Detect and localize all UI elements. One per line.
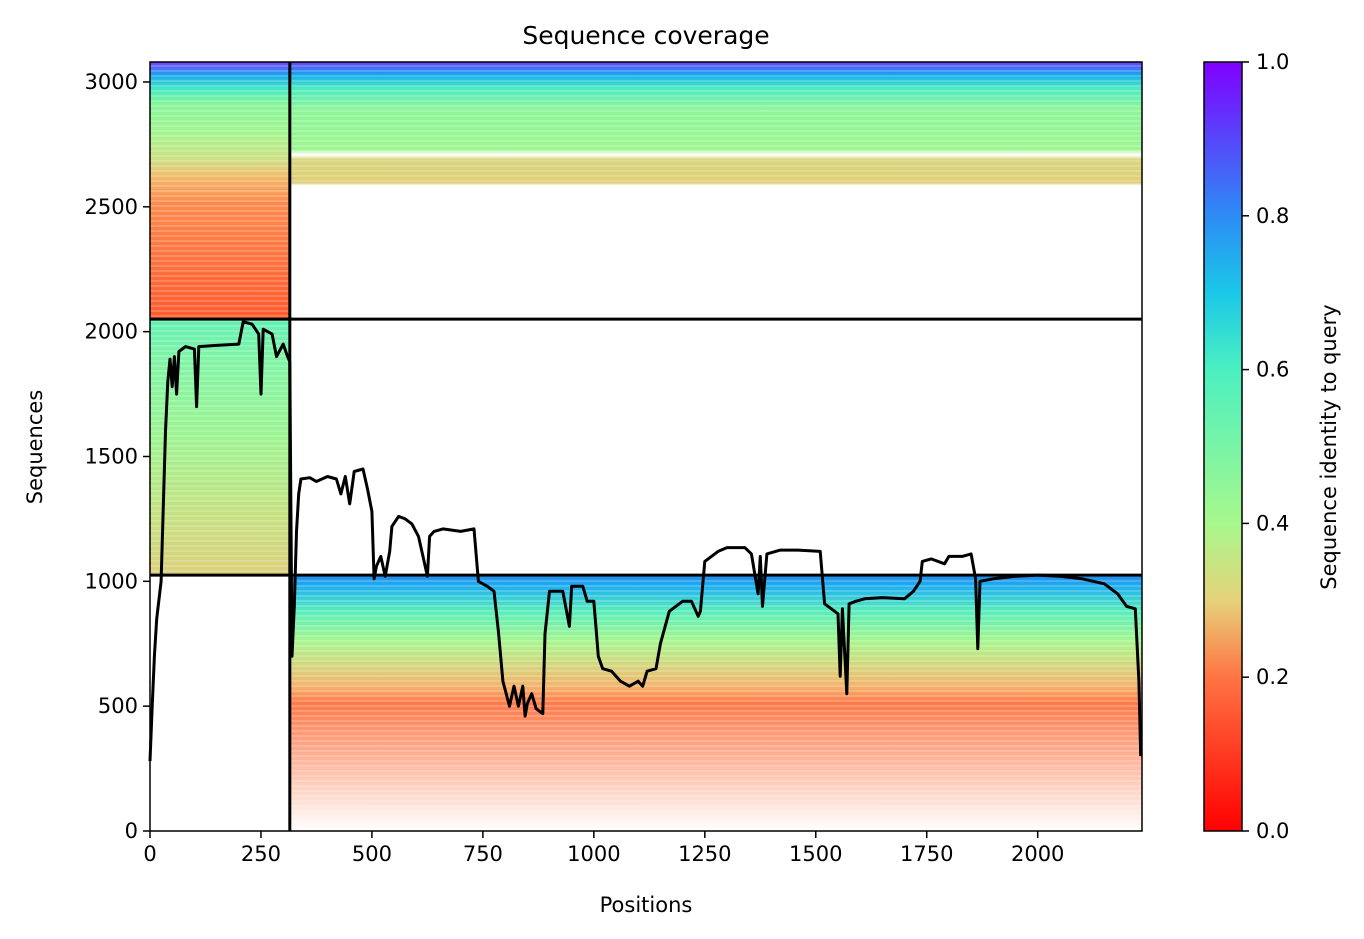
colorbar-gradient xyxy=(1203,61,1243,832)
colorbar-tick-label: 0.0 xyxy=(1256,819,1289,843)
colorbar-tick-label: 0.6 xyxy=(1256,358,1289,382)
y-tick-label: 500 xyxy=(98,694,138,718)
coverage-line xyxy=(148,320,1143,762)
y-tick-label: 1000 xyxy=(85,569,138,593)
colorbar: 0.0 0.2 0.4 0.6 0.8 1.0 Sequence identity to … xyxy=(1203,50,1341,843)
x-tick-label: 1500 xyxy=(789,842,842,866)
coverage-texture-chain1-top xyxy=(150,62,290,320)
coverage-texture-chain1-mid xyxy=(150,319,290,576)
x-axis-label: Positions xyxy=(600,893,693,917)
y-tick-label: 2000 xyxy=(85,320,138,344)
x-axis: 0 250 500 750 1000 1250 1500 1750 2000 xyxy=(143,831,1064,866)
x-tick-label: 250 xyxy=(241,842,281,866)
x-tick-label: 1750 xyxy=(900,842,953,866)
y-tick-label: 0 xyxy=(125,819,138,843)
y-tick-label: 2500 xyxy=(85,195,138,219)
x-tick-label: 500 xyxy=(352,842,392,866)
x-tick-label: 1250 xyxy=(678,842,731,866)
colorbar-tick-label: 0.2 xyxy=(1256,665,1289,689)
y-tick-label: 3000 xyxy=(85,70,138,94)
coverage-texture-chain2-top xyxy=(289,62,1142,320)
plot-frame xyxy=(149,61,1143,832)
x-tick-label: 2000 xyxy=(1011,842,1064,866)
colorbar-tick-label: 0.4 xyxy=(1256,511,1289,535)
plot-area xyxy=(148,61,1143,832)
coverage-texture-chain2-bottom xyxy=(289,575,1142,831)
y-axis-label: Sequences xyxy=(23,390,47,505)
colorbar-ticks: 0.0 0.2 0.4 0.6 0.8 1.0 xyxy=(1242,50,1289,843)
colorbar-tick-label: 0.8 xyxy=(1256,204,1289,228)
y-tick-label: 1500 xyxy=(85,444,138,468)
chart-title: Sequence coverage xyxy=(522,21,769,50)
x-tick-label: 0 xyxy=(143,842,156,866)
colorbar-tick-label: 1.0 xyxy=(1256,50,1289,74)
colorbar-label: Sequence identity to query xyxy=(1317,304,1341,589)
y-axis: 0 500 1000 1500 2000 2500 3000 xyxy=(85,70,150,843)
x-tick-label: 1000 xyxy=(567,842,620,866)
x-tick-label: 750 xyxy=(463,842,503,866)
